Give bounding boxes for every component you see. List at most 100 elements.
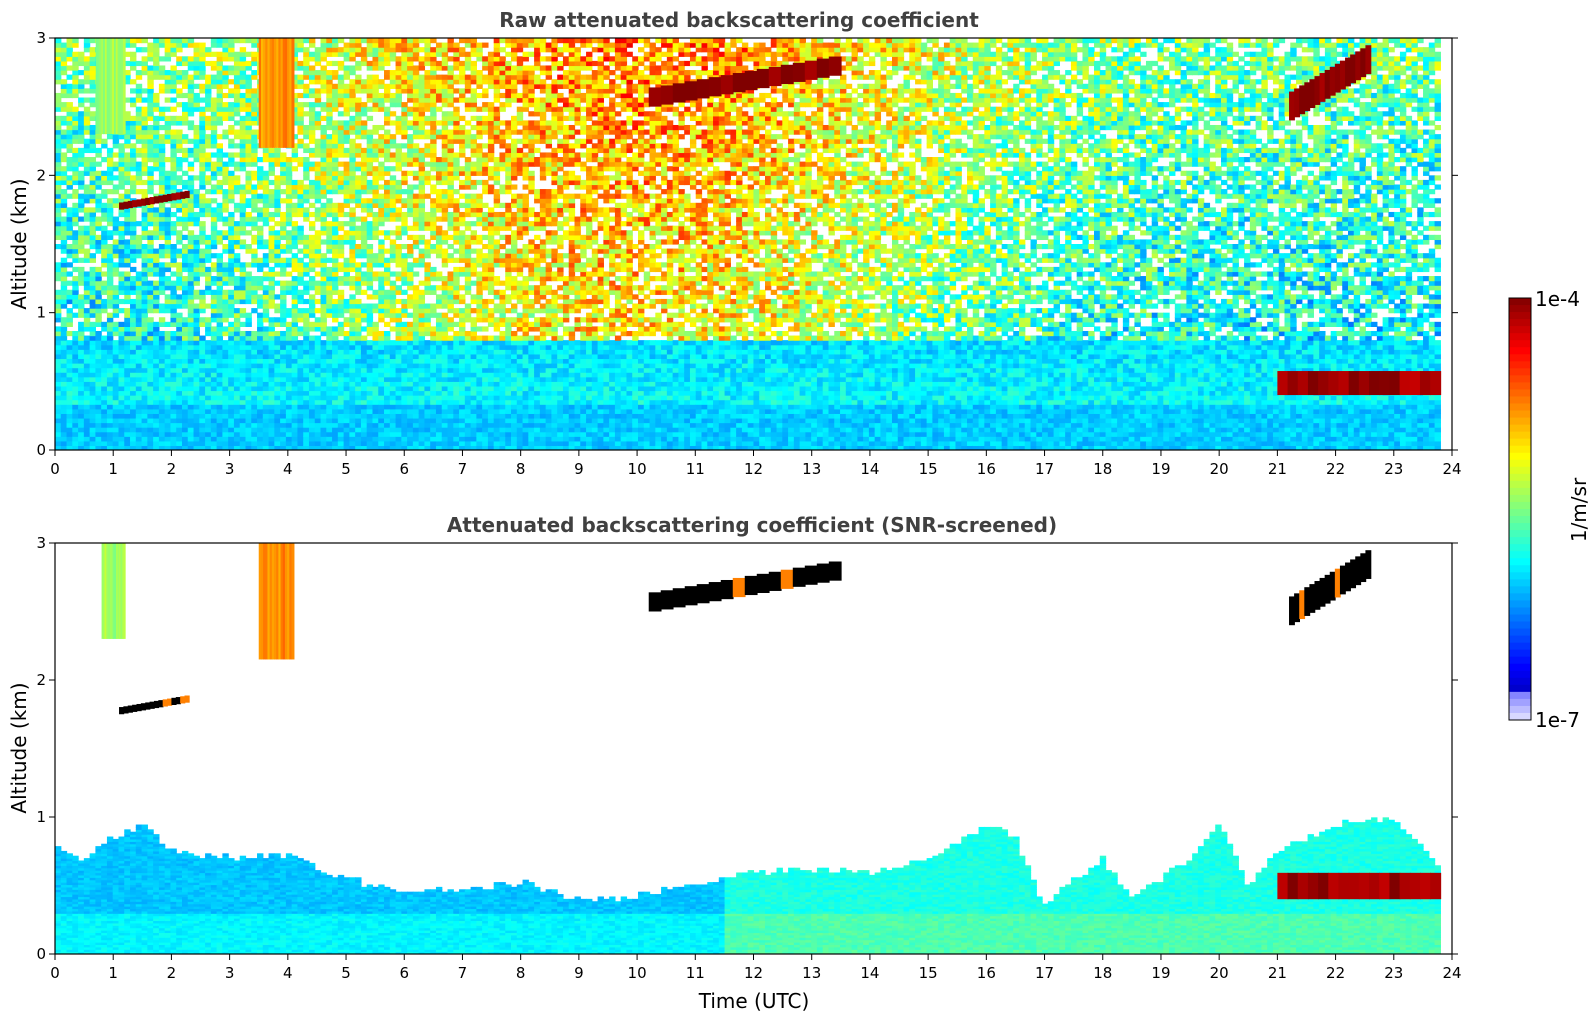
- heatmap-cell: [332, 97, 339, 103]
- heatmap-cell: [216, 294, 223, 300]
- heatmap-cell: [55, 317, 62, 323]
- heatmap-cell: [228, 344, 235, 350]
- heatmap-cell: [343, 321, 350, 327]
- heatmap-cell: [412, 129, 420, 135]
- heatmap-cell: [153, 70, 160, 76]
- heatmap-cell: [60, 193, 68, 199]
- heatmap-cell: [268, 303, 275, 309]
- heatmap-cell: [389, 413, 397, 419]
- heatmap-cell: [407, 372, 414, 378]
- heatmap-cell: [401, 202, 408, 208]
- heatmap-cell: [326, 202, 333, 208]
- heatmap-cell: [262, 211, 270, 218]
- heatmap-cell: [60, 175, 68, 181]
- heatmap-cell: [320, 445, 327, 450]
- heatmap-cell: [395, 376, 402, 382]
- heatmap-cell: [205, 106, 212, 112]
- heatmap-cell: [66, 399, 73, 405]
- heatmap-cell: [366, 115, 374, 121]
- heatmap-cell: [407, 321, 414, 327]
- heatmap-cell: [222, 413, 229, 419]
- heatmap-cell: [130, 280, 137, 286]
- heatmap-cell: [124, 60, 131, 67]
- heatmap-cell: [141, 372, 148, 378]
- heatmap-cell: [355, 166, 362, 172]
- heatmap-cell: [158, 413, 166, 419]
- heatmap-cell: [164, 376, 172, 382]
- heatmap-cell: [372, 124, 379, 131]
- heatmap-cell: [187, 79, 195, 85]
- heatmap-cell: [124, 216, 131, 222]
- heatmap-cell: [343, 65, 350, 71]
- heatmap-cell: [349, 399, 356, 405]
- heatmap-cell: [78, 225, 85, 231]
- heatmap-cell: [262, 372, 270, 378]
- heatmap-cell: [332, 335, 339, 341]
- heatmap-cell: [239, 427, 247, 433]
- heatmap-cell: [401, 56, 408, 62]
- heatmap-cell: [170, 225, 177, 231]
- heatmap-cell: [216, 106, 223, 112]
- heatmap-cell: [233, 330, 241, 337]
- heatmap-cell: [424, 152, 431, 158]
- heatmap-cell: [320, 152, 327, 158]
- heatmap-cell: [355, 262, 362, 268]
- heatmap-cell: [297, 248, 304, 254]
- heatmap-cell: [124, 344, 131, 350]
- heatmap-cell: [297, 179, 304, 186]
- heatmap-cell: [280, 413, 287, 419]
- heatmap-cell: [210, 358, 218, 364]
- heatmap-cell: [124, 330, 131, 337]
- heatmap-cell: [274, 340, 281, 346]
- heatmap-cell: [135, 166, 143, 172]
- heatmap-cell: [291, 189, 299, 195]
- heatmap-cell: [147, 56, 154, 62]
- heatmap-cell: [251, 289, 258, 295]
- heatmap-cell: [337, 253, 345, 259]
- heatmap-cell: [412, 363, 420, 369]
- heatmap-cell: [308, 422, 316, 428]
- heatmap-cell: [228, 106, 235, 112]
- heatmap-cell: [66, 312, 73, 318]
- heatmap-cell: [407, 184, 414, 190]
- heatmap-cell: [424, 216, 431, 222]
- heatmap-cell: [233, 340, 241, 346]
- heatmap-cell: [366, 170, 374, 176]
- heatmap-cell: [78, 70, 85, 76]
- heatmap-cell: [355, 399, 362, 405]
- heatmap-cell: [320, 239, 327, 245]
- heatmap-cell: [274, 179, 281, 186]
- heatmap-cell: [118, 381, 125, 387]
- heatmap-cell: [210, 390, 218, 396]
- heatmap-cell: [95, 294, 102, 300]
- heatmap-cell: [118, 353, 125, 360]
- heatmap-cell: [233, 358, 241, 364]
- heatmap-cell: [366, 294, 374, 300]
- heatmap-cell: [389, 271, 397, 277]
- heatmap-cell: [239, 312, 247, 318]
- heatmap-cell: [222, 42, 229, 48]
- heatmap-cell: [228, 129, 235, 135]
- heatmap-cell: [153, 390, 160, 396]
- heatmap-cell: [60, 60, 68, 67]
- heatmap-cell: [60, 303, 68, 309]
- heatmap-cell: [343, 330, 350, 337]
- heatmap-cell: [147, 244, 154, 250]
- heatmap-cell: [153, 298, 160, 305]
- heatmap-cell: [274, 330, 281, 337]
- heatmap-cell: [112, 202, 120, 208]
- heatmap-cell: [320, 38, 327, 44]
- heatmap-cell: [412, 184, 420, 190]
- heatmap-cell: [106, 399, 114, 405]
- heatmap-cell: [130, 257, 137, 263]
- heatmap-cell: [384, 97, 391, 103]
- heatmap-cell: [187, 38, 195, 44]
- heatmap-cell: [187, 175, 195, 181]
- heatmap-cell: [326, 312, 333, 318]
- heatmap-cell: [130, 115, 137, 121]
- heatmap-cell: [355, 321, 362, 327]
- heatmap-cell: [72, 147, 79, 154]
- heatmap-cell: [193, 266, 200, 273]
- heatmap-cell: [332, 344, 339, 350]
- heatmap-cell: [239, 216, 247, 222]
